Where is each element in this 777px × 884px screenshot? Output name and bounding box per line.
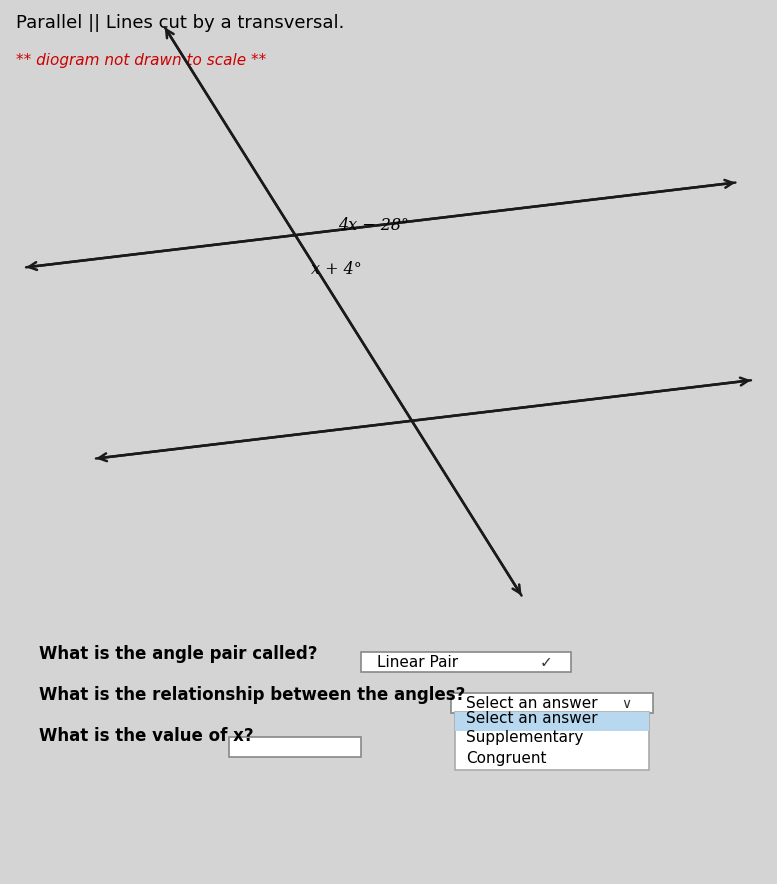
Text: What is the value of x?: What is the value of x? [39,727,253,745]
Text: Parallel || Lines cut by a transversal.: Parallel || Lines cut by a transversal. [16,14,344,32]
Text: ✓: ✓ [540,655,552,670]
Text: Select an answer: Select an answer [466,696,598,711]
Text: ** diogram not drawn to scale **: ** diogram not drawn to scale ** [16,53,266,68]
Text: Select an answer: Select an answer [466,711,598,726]
Text: Supplementary: Supplementary [466,730,584,745]
Text: ∨: ∨ [622,697,632,712]
FancyBboxPatch shape [229,737,361,757]
FancyBboxPatch shape [361,652,571,672]
Text: What is the relationship between the angles?: What is the relationship between the ang… [39,686,465,704]
FancyBboxPatch shape [455,712,649,731]
Text: What is the angle pair called?: What is the angle pair called? [39,644,317,663]
FancyBboxPatch shape [455,712,649,770]
FancyBboxPatch shape [451,693,653,713]
Text: x + 4°: x + 4° [311,261,361,278]
Text: Congruent: Congruent [466,751,547,766]
Text: Linear Pair: Linear Pair [377,654,458,669]
Text: 4x − 28°: 4x − 28° [338,217,409,234]
